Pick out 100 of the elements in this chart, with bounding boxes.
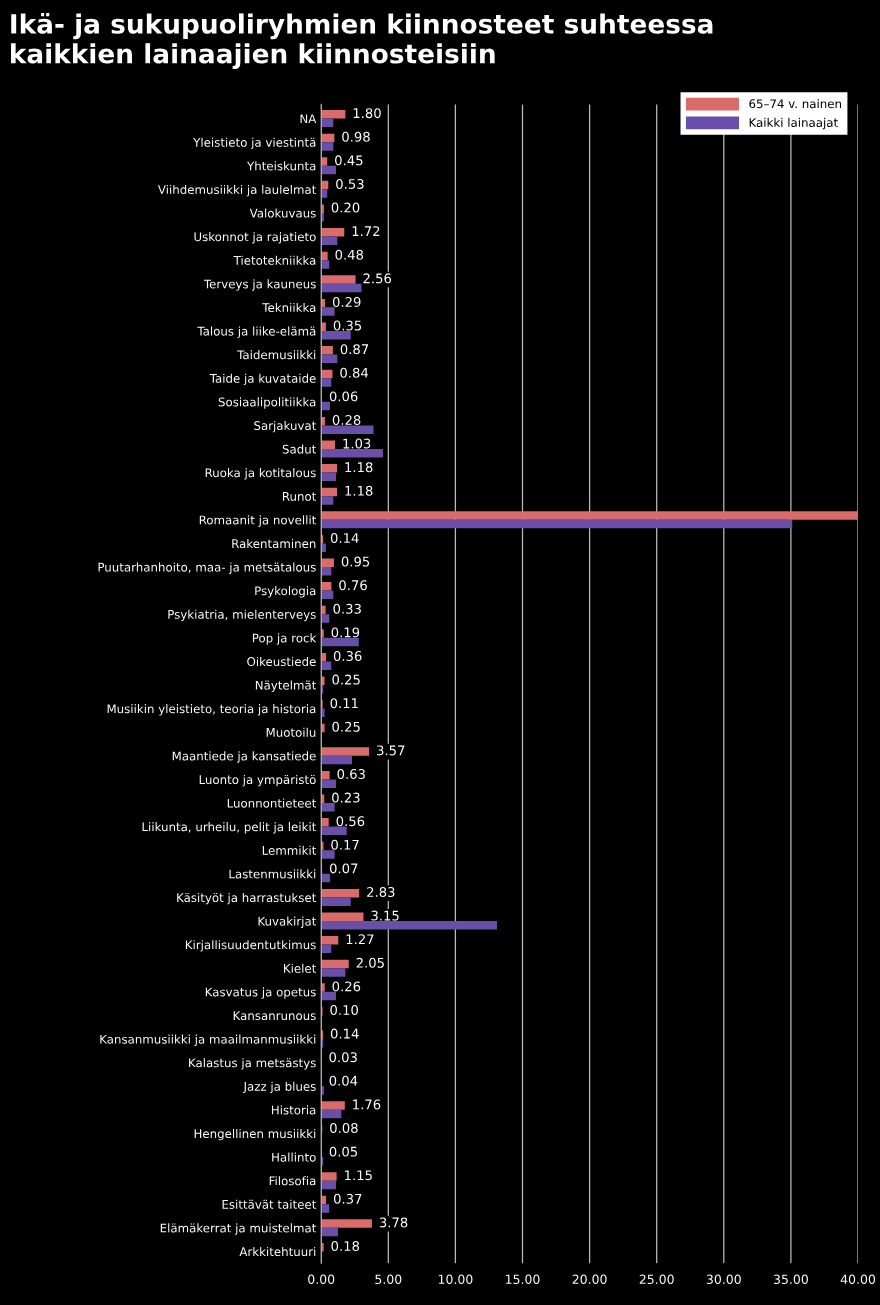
data-label: 0.04 (329, 1075, 358, 1086)
x-tick-label: 40.00 (840, 1274, 876, 1285)
x-tick-label: 5.00 (375, 1274, 402, 1285)
data-label: 3.78 (379, 1217, 408, 1228)
y-tick-label: Taidemusiikki (237, 350, 316, 360)
data-label: 0.56 (336, 816, 365, 827)
data-label: 0.18 (331, 1241, 360, 1252)
y-tick-label: Viihdemusiikki ja laulelmat (157, 184, 317, 197)
data-label: 0.05 (329, 1146, 358, 1157)
y-tick-label: Maantiede ja kansatiede (172, 751, 316, 763)
data-label: 0.23 (332, 792, 360, 803)
data-label: 1.80 (353, 108, 381, 119)
y-tick-label: Lemmikit (262, 845, 317, 855)
chart-title: Ikä- ja sukupuoliryhmien kiinnosteet suhteessa kaikkien lainaajien kiinnosteisiin (11, 13, 713, 69)
y-tick-label: Arkkitehtuuri (239, 1246, 316, 1257)
data-label: 1.15 (345, 1170, 372, 1181)
data-label: 2.05 (356, 957, 384, 968)
data-label: 0.14 (330, 532, 359, 543)
y-tick-label: Kalastus ja metsästys (189, 1058, 316, 1070)
y-tick-label: Kirjallisuudentutkimus (185, 940, 316, 952)
data-label: 0.95 (341, 556, 370, 567)
y-tick-label: Ruoka ja kotitalous (205, 468, 316, 480)
y-tick-label: Luonto ja ympäristö (199, 774, 316, 787)
y-tick-label: Filosofia (269, 1176, 316, 1186)
data-label: 0.26 (332, 981, 361, 992)
y-tick-label: Taide ja kuvataide (209, 373, 316, 386)
x-tick-label: 15.00 (505, 1274, 540, 1285)
data-label: 1.18 (345, 462, 373, 473)
data-label: 0.36 (333, 651, 362, 661)
y-tick-label: Lastenmusiikki (229, 869, 316, 879)
data-label: 0.07 (329, 863, 358, 874)
data-label: 0.20 (331, 202, 360, 213)
y-tick-label: Tekniikka (262, 302, 316, 313)
data-label: 0.98 (342, 131, 370, 142)
y-tick-label: Liikunta, urheilu, pelit ja leikit (142, 822, 317, 834)
data-label: 0.11 (330, 698, 358, 709)
legend-label: 65–74 v. nainen (749, 99, 842, 109)
x-tick-label: 10.00 (438, 1274, 473, 1285)
y-tick-label: Näytelmät (255, 680, 317, 692)
y-tick-label: Psykologia (255, 586, 316, 598)
y-tick-label: Sosiaalipolitiikka (218, 397, 316, 409)
data-label: 1.76 (353, 1099, 381, 1110)
y-tick-label: Pop ja rock (252, 633, 317, 645)
y-tick-label: Sarjakuvat (254, 420, 317, 433)
data-label: 0.25 (332, 721, 360, 732)
y-tick-label: Luonnontieteet (227, 798, 317, 808)
y-tick-label: Esittävät taiteet (222, 1199, 317, 1209)
y-tick-label: Romaanit ja novellit (199, 515, 317, 527)
data-label: 0.10 (330, 1005, 358, 1015)
y-tick-label: Muotoilu (266, 727, 316, 737)
y-tick-label: Yleistieto ja viestintä (193, 137, 316, 150)
y-tick-label: NA (300, 114, 317, 124)
y-tick-label: Jazz ja blues (242, 1081, 316, 1094)
y-tick-label: Historia (271, 1105, 316, 1115)
data-label: 3.57 (377, 745, 405, 756)
y-tick-label: Hengellinen musiikki (194, 1128, 316, 1141)
y-tick-label: Tietotekniikka (233, 255, 316, 265)
data-label: 0.06 (329, 391, 358, 402)
y-tick-label: Talous ja liike-elämä (197, 326, 316, 338)
data-label: 0.37 (333, 1193, 362, 1204)
data-label: 0.45 (335, 155, 363, 166)
y-tick-label: Musiikin yleistieto, teoria ja historia (107, 704, 316, 716)
data-label: 0.28 (332, 414, 361, 425)
y-tick-label: Käsityöt ja harrastukset (177, 892, 317, 905)
data-label: 0.63 (337, 769, 365, 779)
data-label: 1.27 (346, 934, 374, 945)
y-tick-label: Rakentaminen (232, 538, 316, 549)
y-tick-label: Puutarhanhoito, maa- ja metsätalous (98, 562, 316, 574)
y-tick-label: Terveys ja kauneus (203, 279, 316, 291)
x-tick-label: 20.00 (572, 1274, 607, 1285)
data-label: 2.83 (367, 887, 395, 897)
y-tick-label: Runot (283, 492, 317, 501)
data-label: 0.33 (333, 603, 361, 614)
data-label: 0.35 (333, 320, 362, 331)
data-label: 0.48 (335, 249, 364, 260)
y-tick-label: Sadut (282, 444, 317, 454)
data-label: 0.53 (336, 178, 364, 189)
data-label: 1.18 (345, 485, 373, 496)
y-tick-label: Kansanmusiikki ja maailmanmusiikki (100, 1034, 316, 1046)
data-label: 0.03 (329, 1052, 357, 1063)
data-label: 0.25 (332, 674, 360, 685)
data-label: 1.72 (352, 226, 380, 236)
y-tick-label: Oikeustiede (247, 656, 316, 667)
y-tick-label: Uskonnot ja rajatieto (194, 232, 316, 244)
x-tick-label: 35.00 (773, 1274, 808, 1285)
data-label: 3.15 (371, 910, 399, 921)
data-label: 0.84 (340, 367, 369, 378)
y-tick-label: Kielet (284, 963, 317, 973)
legend-label: Kaikki lainaajat (749, 117, 838, 130)
data-label: 0.29 (332, 296, 361, 307)
y-tick-label: Hallinto (272, 1152, 316, 1162)
data-label: 2.56 (363, 273, 392, 284)
data-label: 0.08 (330, 1123, 358, 1134)
data-label: 0.17 (331, 839, 359, 850)
y-tick-label: Kasvatus ja opetus (205, 987, 316, 999)
y-tick-label: Kuvakirjat (258, 916, 317, 928)
x-tick-label: 0.00 (308, 1274, 335, 1285)
data-label: 1.03 (343, 438, 371, 449)
x-tick-label: 25.00 (639, 1274, 674, 1285)
data-label: 0.14 (330, 1028, 359, 1039)
